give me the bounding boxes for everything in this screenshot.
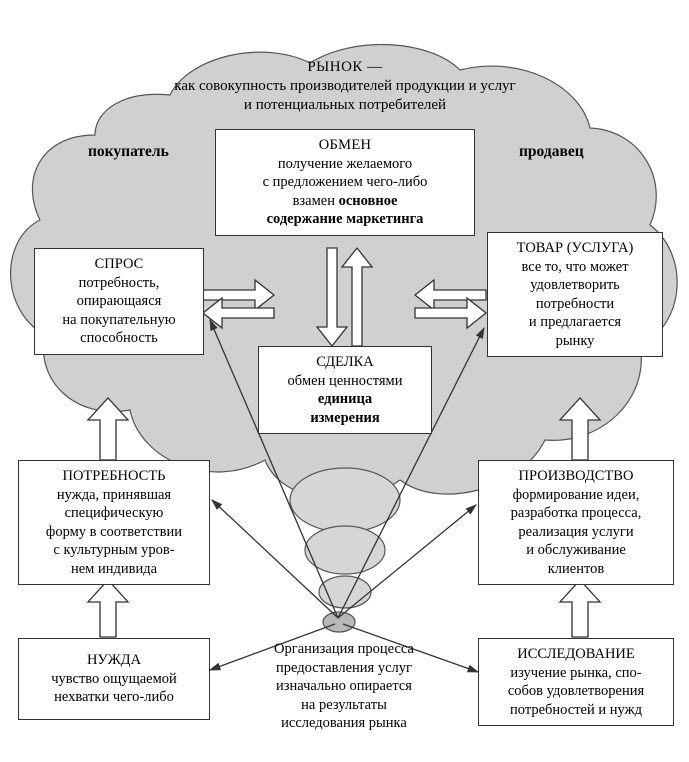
production-l1: формирование идеи, (513, 487, 640, 503)
deal-l1: обмен ценностями (288, 373, 403, 389)
buyer-label: покупатель (88, 143, 169, 161)
exchange-l2: с предложением чего-либо (263, 174, 428, 190)
research-title: ИССЛЕДОВАНИЕ (517, 646, 635, 662)
bottom-text: Организация процесса предоставления услу… (244, 640, 444, 733)
need-title: ПОТРЕБНОСТЬ (62, 468, 165, 484)
production-l2: разработка процесса, (511, 505, 642, 521)
production-l5: клиентов (548, 561, 604, 577)
seller-label: продавец (519, 143, 584, 161)
exchange-bold2: содержание маркетинга (267, 211, 424, 227)
need-l5: нем индивида (71, 561, 157, 577)
production-box: ПРОИЗВОДСТВО формирование идеи, разработ… (478, 460, 674, 585)
title-line: РЫНОК — (307, 59, 382, 75)
demand-box: СПРОС потребность, опирающаяся на покупа… (34, 248, 204, 355)
exchange-box: ОБМЕН получение желаемого с предложением… (215, 129, 475, 236)
want-box: НУЖДА чувство ощущаемой нехватки чего-ли… (18, 638, 210, 720)
product-l1: все то, что может (521, 259, 628, 275)
need-l3: форму в соответствии (46, 524, 182, 540)
exchange-prefix: взамен (293, 193, 339, 209)
production-l4: и обслуживание (526, 542, 626, 558)
demand-l3: на покупательную (62, 312, 175, 328)
production-title: ПРОИЗВОДСТВО (519, 468, 634, 484)
exchange-bold1: основное (339, 193, 398, 209)
want-l2: нехватки чего-либо (54, 689, 174, 705)
want-title: НУЖДА (87, 652, 141, 668)
product-l5: рынку (556, 333, 595, 349)
product-l2: удовлетворить (530, 277, 620, 293)
bottom-l3: изначально опирается (276, 678, 412, 694)
product-l4: и предлагается (529, 314, 621, 330)
title-sub1: как совокупность производителей продукци… (174, 78, 515, 94)
bottom-l4: на результаты (301, 697, 387, 713)
deal-bold1: единица (318, 391, 372, 407)
bottom-l5: исследования рынка (281, 715, 407, 731)
need-l1: нужда, принявшая (57, 487, 171, 503)
demand-l1: потребность, (79, 275, 160, 291)
arrow-need-demand (88, 398, 128, 460)
want-l1: чувство ощущаемой (51, 671, 177, 687)
deal-title: СДЕЛКА (316, 354, 373, 370)
demand-title: СПРОС (95, 256, 144, 272)
market-title: РЫНОК — как совокупность производителей … (100, 58, 590, 114)
product-title: ТОВАР (УСЛУГА) (517, 240, 634, 256)
need-box: ПОТРЕБНОСТЬ нужда, принявшая специфическ… (18, 460, 210, 585)
research-l2: собов удовлетворения (508, 683, 644, 699)
arrow-production-product (560, 398, 600, 460)
arrow-demand-deal (203, 280, 274, 328)
arrow-want-need (88, 580, 128, 637)
exchange-title: ОБМЕН (319, 137, 372, 153)
research-box: ИССЛЕДОВАНИЕ изучение рынка, спо- собов … (478, 638, 674, 726)
bottom-l1: Организация процесса (274, 641, 414, 657)
bottom-l2: предоставления услуг (276, 660, 412, 676)
product-l3: потребности (536, 296, 614, 312)
deal-bold2: измерения (310, 410, 379, 426)
production-l3: реализация услуги (518, 524, 633, 540)
research-l1: изучение рынка, спо- (510, 665, 641, 681)
exchange-l1: получение желаемого (278, 156, 412, 172)
title-sub2: и потенциальных потребителей (244, 97, 446, 113)
need-l2: специфическую (65, 505, 164, 521)
product-box: ТОВАР (УСЛУГА) все то, что может удовлет… (487, 232, 663, 357)
demand-l2: опирающаяся (77, 293, 162, 309)
demand-l4: способность (80, 330, 158, 346)
deal-box: СДЕЛКА обмен ценностями единица измерени… (258, 346, 432, 434)
research-l3: потребностей и нужд (510, 702, 642, 718)
arrow-exchange-deal (317, 248, 372, 346)
arrow-research-production (560, 580, 600, 637)
need-l4: с культурным уров- (53, 542, 174, 558)
arrow-product-deal (415, 280, 486, 328)
